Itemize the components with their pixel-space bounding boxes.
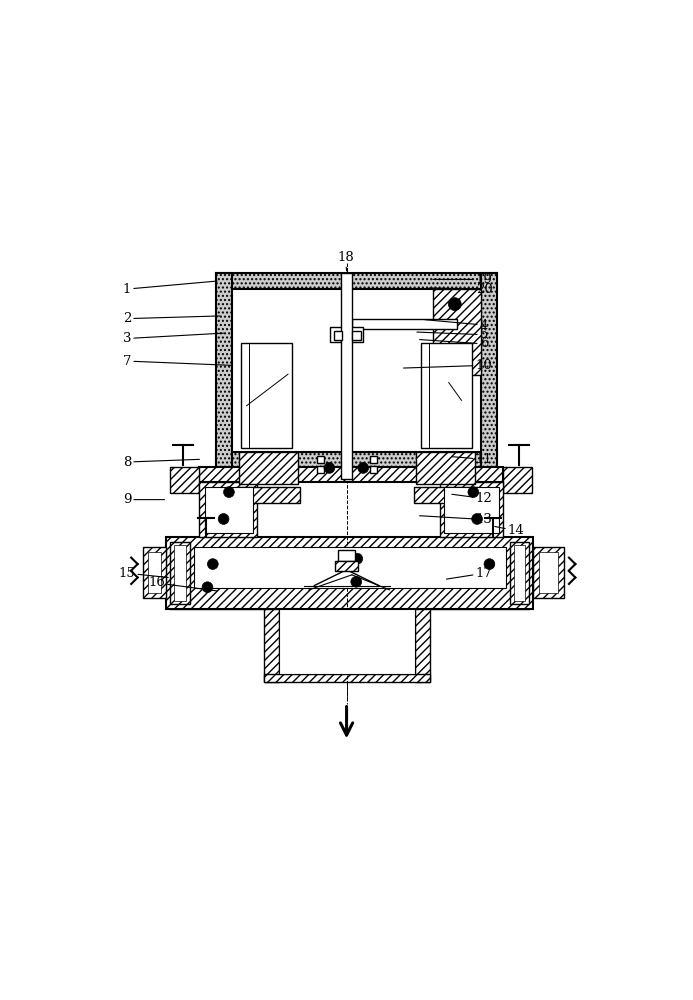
Bar bbox=[216, 273, 231, 468]
Bar bbox=[216, 452, 498, 468]
Bar bbox=[416, 452, 475, 484]
Text: 7: 7 bbox=[123, 355, 231, 368]
Bar bbox=[534, 547, 563, 598]
Bar bbox=[241, 343, 292, 448]
Bar bbox=[539, 552, 558, 593]
Text: 9: 9 bbox=[123, 493, 164, 506]
Bar bbox=[353, 319, 457, 329]
Text: 12: 12 bbox=[452, 492, 493, 505]
Text: 17: 17 bbox=[446, 567, 493, 580]
Bar bbox=[514, 545, 525, 601]
Circle shape bbox=[207, 559, 218, 569]
Text: 13: 13 bbox=[420, 513, 493, 526]
Bar bbox=[200, 467, 503, 482]
Text: 4: 4 bbox=[425, 319, 489, 332]
Bar bbox=[333, 331, 342, 340]
Circle shape bbox=[218, 514, 229, 524]
Bar bbox=[205, 487, 253, 533]
Bar bbox=[341, 273, 353, 479]
Bar bbox=[170, 467, 200, 493]
Bar bbox=[510, 542, 529, 604]
Circle shape bbox=[358, 463, 369, 473]
Bar bbox=[166, 537, 534, 609]
Bar bbox=[174, 545, 186, 601]
Bar bbox=[335, 561, 358, 571]
Text: 16: 16 bbox=[148, 576, 217, 591]
Circle shape bbox=[448, 298, 462, 311]
Bar bbox=[338, 550, 355, 561]
Circle shape bbox=[468, 487, 479, 497]
Text: 3: 3 bbox=[123, 332, 224, 345]
Bar bbox=[317, 456, 324, 463]
Text: 5: 5 bbox=[417, 328, 489, 341]
Bar bbox=[444, 487, 499, 533]
Bar bbox=[236, 487, 300, 503]
Bar bbox=[279, 609, 415, 674]
Circle shape bbox=[224, 487, 234, 497]
Bar bbox=[194, 547, 506, 588]
Circle shape bbox=[351, 576, 362, 587]
Bar bbox=[352, 331, 360, 340]
Text: 1: 1 bbox=[123, 281, 217, 296]
Circle shape bbox=[202, 582, 213, 593]
Bar bbox=[231, 289, 482, 452]
Bar bbox=[264, 674, 430, 682]
Circle shape bbox=[472, 514, 482, 524]
Bar bbox=[216, 273, 498, 289]
Bar bbox=[414, 487, 478, 503]
Bar bbox=[200, 482, 257, 537]
Text: 2: 2 bbox=[123, 312, 220, 325]
Bar bbox=[440, 482, 503, 537]
Bar bbox=[317, 466, 324, 473]
Bar bbox=[370, 456, 377, 463]
Bar bbox=[370, 466, 377, 473]
Bar bbox=[143, 547, 166, 598]
Bar bbox=[148, 552, 161, 593]
Bar bbox=[331, 327, 362, 342]
Bar bbox=[421, 343, 472, 448]
Bar bbox=[264, 609, 279, 682]
Text: 14: 14 bbox=[495, 524, 525, 537]
Text: 11: 11 bbox=[452, 453, 493, 466]
Text: 8: 8 bbox=[123, 456, 200, 469]
Text: 20: 20 bbox=[429, 283, 493, 296]
Circle shape bbox=[484, 559, 495, 569]
Text: 18: 18 bbox=[337, 251, 354, 271]
Text: 15: 15 bbox=[119, 567, 168, 580]
Text: 6: 6 bbox=[420, 337, 489, 350]
Text: 19: 19 bbox=[433, 273, 493, 286]
Bar bbox=[415, 609, 430, 682]
Text: 10: 10 bbox=[403, 359, 493, 372]
Bar bbox=[482, 273, 498, 468]
Bar bbox=[170, 542, 190, 604]
Circle shape bbox=[352, 553, 362, 564]
Bar bbox=[503, 467, 532, 493]
Bar bbox=[433, 289, 482, 375]
Bar bbox=[238, 452, 298, 484]
Circle shape bbox=[324, 463, 335, 473]
